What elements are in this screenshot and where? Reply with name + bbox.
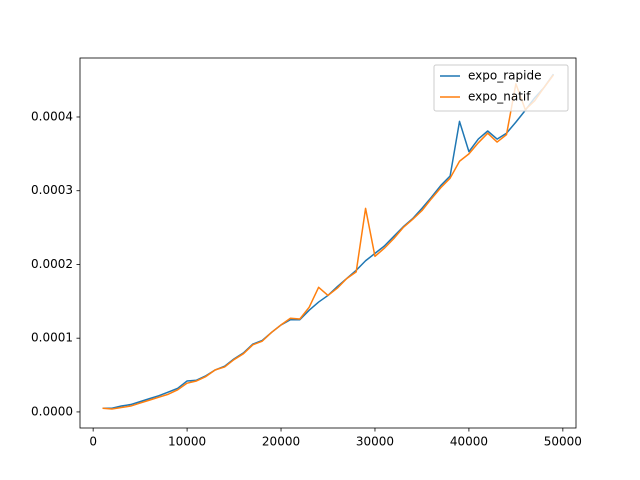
x-tick-label: 0 (89, 435, 97, 449)
x-tick-label: 40000 (450, 435, 488, 449)
line-series (102, 74, 555, 410)
y-tick-label: 0.0004 (31, 109, 73, 123)
y-tick-label: 0.0000 (31, 404, 73, 418)
legend-box (433, 64, 569, 112)
legend-label: expo_rapide (468, 69, 541, 83)
x-tick-label: 20000 (262, 435, 300, 449)
x-tick-label: 30000 (356, 435, 394, 449)
x-tick-label: 50000 (544, 435, 582, 449)
x-tick-label: 10000 (168, 435, 206, 449)
y-tick-label: 0.0003 (31, 183, 73, 197)
y-tick-label: 0.0001 (31, 331, 73, 345)
y-tick-label: 0.0002 (31, 257, 73, 271)
axes-frame (79, 57, 577, 429)
legend-label: expo_natif (468, 90, 531, 104)
